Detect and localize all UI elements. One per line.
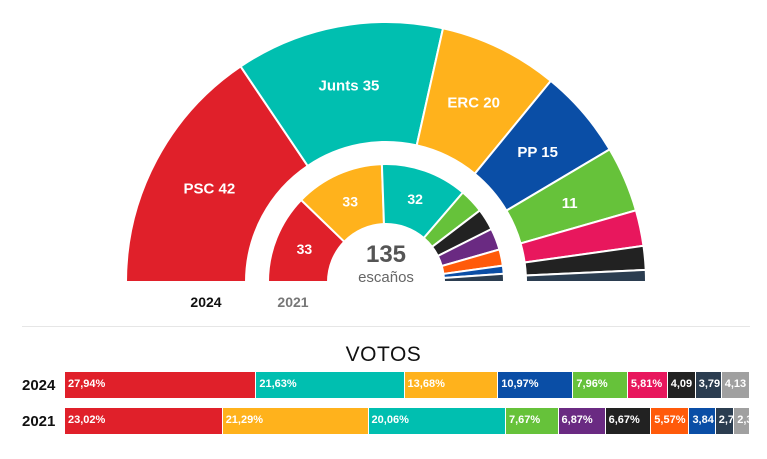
outer-seat-label-0: PSC 42 [184, 180, 236, 197]
inner-seat-label-0: 33 [297, 241, 313, 257]
vote-segment-label: 3,84 [692, 414, 714, 426]
vote-segment-label: 10,97% [501, 378, 539, 390]
vote-segment-label: 7,96% [576, 378, 608, 390]
inner-seat-label-2: 32 [407, 191, 423, 207]
vote-segment-label: 4,09 [670, 378, 693, 390]
ring-label-2024: 2024 [190, 294, 221, 310]
vote-segment-2024-1: 21,63% [256, 372, 405, 398]
vote-segment-label: 4,13 [724, 378, 747, 390]
vote-segment-2024-8: 4,13 [721, 372, 750, 398]
seats-2024-ring: PSC 42 Junts 35 ERC 20 PP 15 11 [124, 21, 648, 283]
section-divider [22, 326, 750, 327]
vote-segment-label: 7,67% [508, 414, 541, 426]
ring-label-2021: 2021 [277, 294, 308, 310]
vote-segment-label: 2,7 [718, 414, 735, 426]
total-seats: 135 [366, 241, 406, 268]
vote-segment-2024-5: 5,81% [627, 372, 668, 398]
vote-segment-2021-6: 5,57% [651, 408, 690, 434]
outer-seat-label-3: PP 15 [517, 144, 558, 161]
vote-segment-2024-3: 10,97% [498, 372, 574, 398]
outer-seat-label-4: 11 [562, 195, 578, 212]
vote-segment-2021-4: 6,87% [558, 408, 606, 434]
vote-segment-2024-7: 3,79 [695, 372, 722, 398]
vote-segment-label: 21,63% [259, 378, 297, 390]
vote-bar-2021: 23,02% 21,29% 20,06% 7,67% 6,87% 6,67% 5,57% 3,… [65, 408, 750, 434]
vote-segment-2021-7: 3,84 [689, 408, 716, 434]
vote-segment-label: 27,94% [68, 378, 106, 390]
vote-segment-2021-1: 21,29% [222, 408, 369, 434]
parliament-hemicycle: PSC 42 Junts 35 ERC 20 PP 15 11 33 33 32 135 e… [124, 21, 648, 310]
vote-row-label-2021: 2021 [22, 413, 56, 430]
vote-segment-label: 20,06% [371, 414, 409, 426]
outer-seat-label-1: Junts 35 [319, 78, 380, 95]
vote-bar-2024: 27,94% 21,63% 13,68% 10,97% 7,96% 5,81% 4,09 3,… [65, 372, 750, 398]
vote-segment-label: 23,02% [68, 414, 106, 426]
votes-title: VOTOS [345, 343, 422, 366]
outer-seat-label-2: ERC 20 [447, 94, 500, 111]
vote-segment-2024-2: 13,68% [404, 372, 499, 398]
vote-segment-2024-0: 27,94% [65, 372, 257, 398]
vote-segment-2021-5: 6,67% [605, 408, 652, 434]
vote-segment-label: 21,29% [225, 414, 263, 426]
seats-2021-ring: 33 33 32 [266, 163, 506, 283]
vote-segment-label: 5,57% [654, 414, 686, 426]
vote-segment-2021-8: 2,7 [715, 408, 735, 434]
vote-segment-label: 5,81% [630, 378, 663, 390]
vote-row-label-2024: 2024 [22, 377, 56, 394]
vote-segment-2024-4: 7,96% [573, 372, 628, 398]
vote-segment-2021-3: 7,67% [505, 408, 559, 434]
vote-segment-label: 6,67% [608, 414, 640, 426]
vote-segment-2021-2: 20,06% [368, 408, 506, 434]
vote-segment-label: 2,3 [737, 414, 749, 426]
inner-seat-label-1: 33 [342, 194, 358, 210]
vote-segment-2021-9: 2,3 [734, 408, 750, 434]
vote-segment-2021-0: 23,02% [65, 408, 223, 434]
seats-caption: escaños [358, 269, 414, 286]
vote-segment-label: 13,68% [407, 378, 445, 390]
vote-segment-label: 6,87% [561, 414, 593, 426]
outer-seat-segment-0 [124, 65, 310, 283]
inner-seat-segment-8 [442, 272, 506, 283]
vote-segment-2024-6: 4,09 [667, 372, 696, 398]
vote-segment-label: 3,79 [698, 378, 721, 390]
outer-seat-segment-7 [524, 268, 648, 283]
